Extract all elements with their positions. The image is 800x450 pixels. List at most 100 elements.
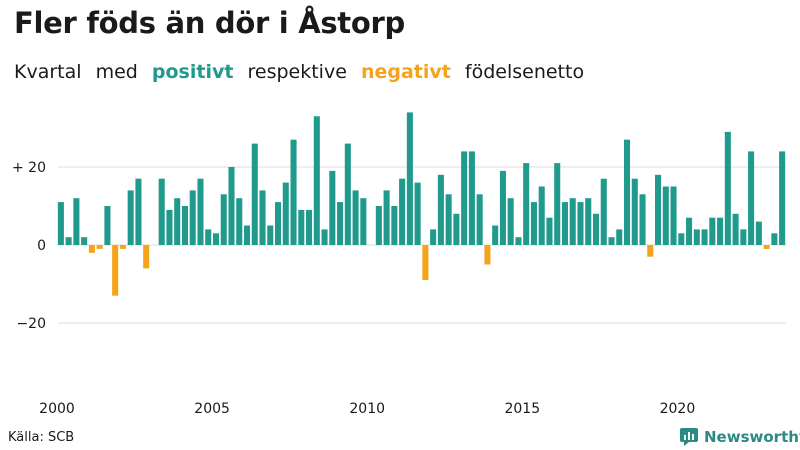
newsworthy-icon [680, 428, 698, 446]
subtitle-word: Kvartal [14, 61, 82, 83]
bar [437, 174, 444, 245]
bar [655, 174, 662, 245]
bar [189, 190, 196, 245]
bar [507, 198, 514, 245]
y-tick-label: + 20 [12, 160, 46, 176]
bar [608, 237, 615, 245]
bar [360, 198, 367, 245]
source-note: Källa: SCB [8, 430, 75, 445]
bar [538, 186, 545, 245]
bar [670, 186, 677, 245]
bar [375, 206, 382, 245]
x-tick-label: 2005 [194, 401, 230, 417]
bar [678, 233, 685, 245]
bar [623, 139, 631, 245]
bar [298, 209, 305, 245]
bar [337, 202, 344, 245]
x-tick-label: 2015 [504, 401, 540, 417]
chart-subtitle: Kvartal med positivt respektive negativt… [14, 61, 592, 83]
bar [577, 202, 584, 245]
bar [383, 190, 390, 245]
bar [763, 245, 770, 249]
brand-name: Newsworthy [704, 428, 800, 446]
bar [468, 151, 475, 245]
bar [313, 116, 320, 245]
bar [732, 213, 739, 245]
bar [592, 213, 600, 245]
bar [119, 245, 126, 249]
bar [290, 139, 297, 245]
subtitle-word: födelsenetto [464, 61, 585, 83]
bar [600, 178, 607, 245]
bar [569, 198, 576, 245]
bar [81, 237, 88, 245]
bar [779, 151, 786, 245]
x-tick-label: 2020 [660, 401, 696, 417]
brand-logo: Newsworthy [680, 428, 800, 446]
bar [748, 151, 755, 245]
bar [267, 225, 274, 245]
bar [499, 170, 506, 245]
bar [135, 178, 142, 245]
bar [88, 245, 95, 253]
bar [112, 245, 119, 296]
bar [344, 143, 351, 245]
bar [65, 237, 72, 245]
bar [391, 206, 398, 245]
bar [259, 190, 266, 245]
subtitle-negative: negativt [360, 61, 451, 83]
bar [631, 178, 638, 245]
bar [181, 206, 188, 245]
bar [220, 194, 227, 245]
bar [546, 217, 553, 245]
bar [414, 182, 421, 245]
bar [143, 245, 150, 269]
bar [639, 194, 646, 245]
bar [282, 182, 289, 245]
bar [228, 167, 235, 245]
bar [205, 229, 212, 245]
bar [523, 163, 530, 245]
x-tick-label: 2010 [349, 401, 385, 417]
bar [740, 229, 747, 245]
bar [57, 202, 64, 245]
bar [755, 221, 762, 245]
bar [492, 225, 499, 245]
bar [329, 170, 336, 245]
bar [561, 202, 568, 245]
bar [585, 198, 592, 245]
bar [73, 198, 80, 245]
bar [616, 229, 623, 245]
bar [461, 151, 468, 245]
bar [662, 186, 669, 245]
bar [476, 194, 483, 245]
bar [251, 143, 258, 245]
bar [422, 245, 429, 281]
bar [453, 213, 460, 245]
bar [275, 202, 282, 245]
chart-title: Fler föds än dör i Åstorp [14, 6, 405, 40]
bar [197, 178, 204, 245]
bar [709, 217, 716, 245]
bar [243, 225, 251, 245]
bar [484, 245, 491, 265]
bar [445, 194, 452, 245]
bar [306, 209, 313, 245]
subtitle-word: med [95, 61, 138, 83]
bar [530, 202, 537, 245]
y-tick-label: −20 [16, 316, 46, 332]
bar [352, 190, 359, 245]
bar [701, 229, 708, 245]
subtitle-word: respektive [247, 61, 347, 83]
bar [717, 217, 724, 245]
bar [166, 209, 173, 245]
bar [399, 178, 406, 245]
bar [127, 190, 134, 245]
y-tick-label: 0 [37, 238, 46, 254]
bar [236, 198, 243, 245]
bar [515, 237, 522, 245]
bar [174, 198, 181, 245]
bar [430, 229, 437, 245]
bar [406, 112, 413, 246]
